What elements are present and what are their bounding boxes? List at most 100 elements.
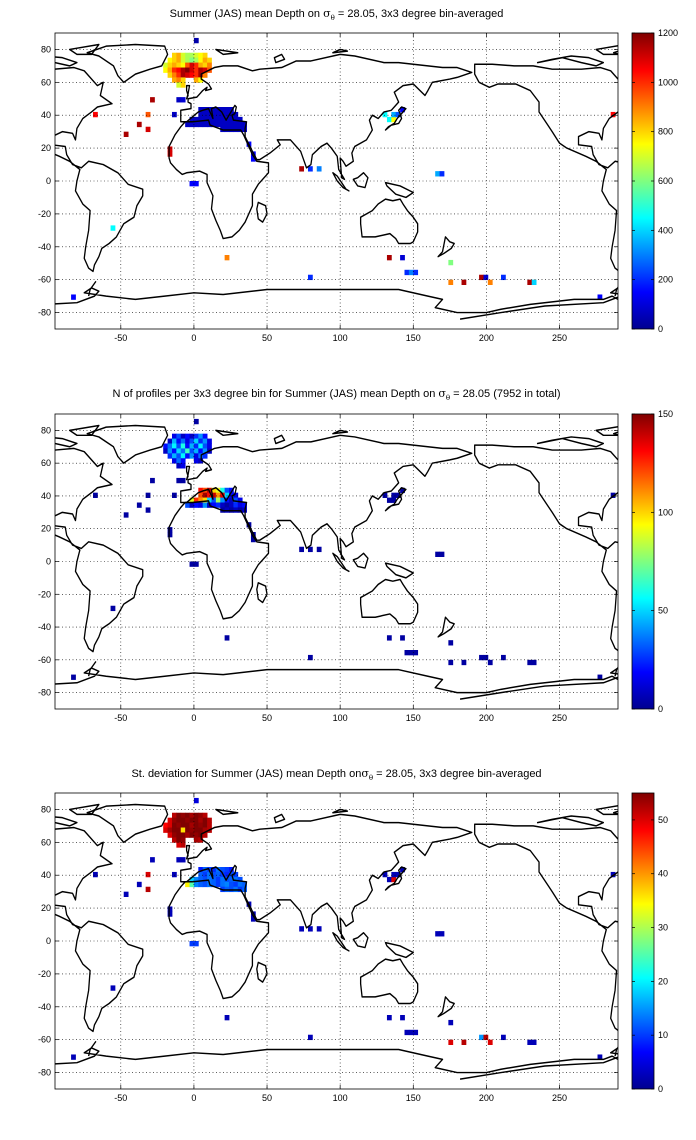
heatmap-cell [386, 635, 392, 641]
heatmap-cell [242, 881, 247, 888]
heatmap-cell [193, 433, 199, 439]
heatmap-cell [176, 812, 182, 819]
heatmap-cell [299, 926, 304, 932]
heatmap-cell [189, 822, 195, 828]
colorbar-tick-label: 50 [658, 815, 668, 825]
heatmap-cell [395, 492, 401, 498]
heatmap-cell [180, 97, 186, 103]
heatmap-cell [224, 255, 230, 261]
heatmap-cell [193, 453, 199, 459]
heatmap-cell [180, 433, 186, 439]
heatmap-cell [180, 62, 186, 68]
heatmap-cell [193, 77, 199, 83]
heatmap-cell [176, 438, 182, 444]
heatmap-cell [391, 111, 397, 118]
heatmap-cell [189, 438, 195, 444]
heatmap-cell [448, 279, 454, 285]
heatmap-cell [193, 438, 199, 444]
heatmap-cell [242, 502, 247, 508]
heatmap-cell [193, 418, 199, 425]
x-tick-label: 50 [262, 713, 272, 723]
heatmap-cell [193, 876, 199, 883]
heatmap-cell [198, 812, 204, 819]
heatmap-cell [180, 817, 186, 823]
heatmap-cell [185, 502, 190, 508]
heatmap-cell [167, 443, 173, 449]
y-tick-label: 40 [41, 870, 51, 880]
heatmap-cell [233, 871, 239, 878]
heatmap-cell [215, 871, 221, 878]
heatmap-cell [180, 438, 186, 444]
heatmap-cell [185, 67, 190, 73]
heatmap-cell [215, 497, 221, 503]
heatmap-cell [408, 650, 414, 656]
heatmap-cell [202, 111, 208, 118]
heatmap-cell [171, 57, 177, 63]
heatmap-cell [198, 121, 204, 128]
heatmap-cell [185, 453, 190, 459]
heatmap-cell [176, 822, 182, 828]
heatmap-cell [171, 52, 177, 59]
y-tick-label: 20 [41, 524, 51, 534]
heatmap-cell [189, 62, 195, 68]
heatmap-cell [180, 832, 186, 838]
heatmap-cell [193, 37, 199, 44]
heatmap-cell [189, 876, 195, 883]
heatmap-cell [171, 871, 177, 878]
heatmap-cell [193, 181, 199, 187]
heatmap-cell [220, 881, 226, 888]
heatmap-cell [180, 827, 186, 833]
heatmap-cell [123, 131, 129, 137]
heatmap-cell [198, 871, 204, 878]
heatmap-cell [198, 487, 204, 494]
x-tick-label: 150 [406, 333, 421, 343]
heatmap-cell [386, 116, 392, 123]
heatmap-cell [233, 121, 239, 128]
heatmap-cell [185, 443, 190, 449]
x-tick-label: 50 [262, 333, 272, 343]
heatmap-cell [171, 77, 177, 83]
heatmap-cell [189, 57, 195, 63]
heatmap-cell [171, 443, 177, 449]
heatmap-cell [167, 911, 173, 917]
heatmap-cell [215, 876, 221, 883]
heatmap-cell [391, 876, 397, 883]
colorbar-tick-label: 600 [658, 176, 673, 186]
heatmap-cell [193, 817, 199, 823]
heatmap-cell [163, 67, 168, 73]
heatmap-cell [448, 659, 454, 666]
heatmap-cell [237, 497, 243, 503]
x-tick-label: 150 [406, 713, 421, 723]
heatmap-cell [207, 111, 212, 118]
heatmap-cell [198, 817, 204, 823]
heatmap-cell [527, 279, 533, 285]
heatmap-cell [171, 453, 177, 459]
heatmap-cell [71, 1054, 76, 1060]
x-tick-label: 200 [479, 1093, 494, 1103]
heatmap-cell [193, 812, 199, 819]
heatmap-cell [193, 497, 199, 503]
heatmap-cell [211, 502, 217, 508]
heatmap-cell [185, 57, 190, 63]
heatmap-cell [136, 881, 142, 888]
heatmap-cell [207, 116, 212, 123]
heatmap-cell [93, 111, 98, 118]
heatmap-cell [610, 492, 616, 498]
axes-frame [54, 32, 619, 330]
heatmap-cell [167, 532, 173, 538]
heatmap-cell [193, 443, 199, 449]
heatmap-cell [198, 62, 204, 68]
heatmap-cell [211, 111, 217, 118]
heatmap-cell [299, 546, 304, 553]
heatmap-cell [185, 881, 190, 888]
x-tick-label: 0 [191, 333, 196, 343]
heatmap-cell [176, 443, 182, 449]
heatmap-cell [176, 458, 182, 464]
heatmap-cell [483, 654, 489, 661]
heatmap-cell [171, 827, 177, 833]
heatmap-cell [202, 72, 208, 78]
heatmap-cell [483, 274, 489, 281]
y-tick-label: 60 [41, 77, 51, 87]
heatmap-cell [180, 77, 186, 83]
heatmap-cell [211, 497, 217, 503]
